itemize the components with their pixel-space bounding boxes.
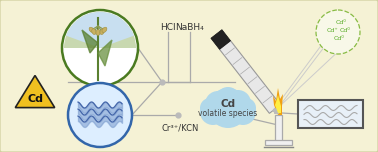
Text: Cd: Cd xyxy=(220,99,235,109)
Polygon shape xyxy=(15,76,55,108)
Bar xyxy=(265,140,292,145)
Ellipse shape xyxy=(96,29,100,36)
Polygon shape xyxy=(220,41,280,113)
Text: NaBH₄: NaBH₄ xyxy=(176,22,204,31)
Text: HCl: HCl xyxy=(160,22,176,31)
Polygon shape xyxy=(211,30,231,49)
Circle shape xyxy=(208,88,248,128)
Bar xyxy=(298,100,363,128)
Ellipse shape xyxy=(89,27,94,33)
Polygon shape xyxy=(275,95,281,113)
Wedge shape xyxy=(66,12,134,48)
Circle shape xyxy=(216,87,240,111)
Wedge shape xyxy=(64,12,136,48)
Ellipse shape xyxy=(92,29,96,35)
Polygon shape xyxy=(273,88,283,115)
Circle shape xyxy=(200,99,226,125)
Text: Cd⁺: Cd⁺ xyxy=(326,28,338,33)
Ellipse shape xyxy=(102,27,107,33)
Text: Cd⁰: Cd⁰ xyxy=(336,19,347,24)
Circle shape xyxy=(236,98,256,118)
Circle shape xyxy=(68,83,132,147)
Bar xyxy=(275,115,282,143)
Text: volatile species: volatile species xyxy=(198,109,258,117)
Circle shape xyxy=(205,91,231,117)
Ellipse shape xyxy=(100,29,104,35)
Text: Cd: Cd xyxy=(27,94,43,104)
Circle shape xyxy=(230,99,256,125)
Polygon shape xyxy=(82,30,98,53)
Circle shape xyxy=(200,98,220,118)
Text: Cr³⁺/KCN: Cr³⁺/KCN xyxy=(161,123,199,133)
Circle shape xyxy=(316,10,360,54)
Text: Cd⁰: Cd⁰ xyxy=(339,29,350,33)
Text: Cd⁰: Cd⁰ xyxy=(333,36,344,41)
Circle shape xyxy=(225,90,251,116)
Polygon shape xyxy=(98,40,112,66)
Circle shape xyxy=(62,10,138,86)
Bar xyxy=(298,100,363,128)
